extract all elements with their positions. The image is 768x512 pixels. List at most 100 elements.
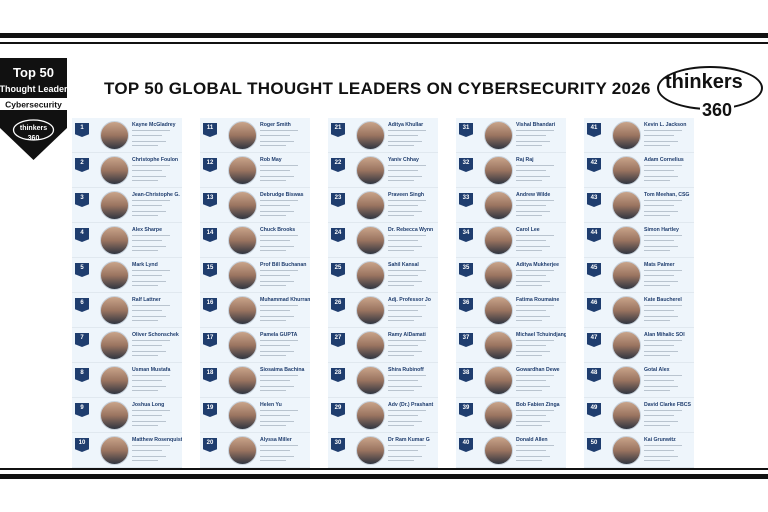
leader-card[interactable]: 28 Shira Rubinoff — [328, 363, 438, 398]
leader-name[interactable]: Kevin L. Jackson — [644, 122, 687, 128]
leader-photo[interactable] — [356, 366, 385, 395]
leader-card[interactable]: 20 Alyssa Miller — [200, 433, 310, 468]
leader-card[interactable]: 25 Sahil Kansal — [328, 258, 438, 293]
leader-card[interactable]: 5 Mark Lynd — [72, 258, 182, 293]
leader-name[interactable]: Andrew Wilde — [516, 192, 551, 198]
leader-name[interactable]: Chuck Brooks — [260, 227, 296, 233]
leader-card[interactable]: 19 Helen Yu — [200, 398, 310, 433]
leader-name[interactable]: Kayne McGladrey — [132, 122, 176, 128]
leader-card[interactable]: 8 Usman Mustafa — [72, 363, 182, 398]
leader-name[interactable]: Christophe Foulon — [132, 157, 179, 163]
leader-photo[interactable] — [228, 366, 257, 395]
leader-name[interactable]: Usman Mustafa — [132, 367, 171, 373]
leader-card[interactable]: 34 Carol Lee — [456, 223, 566, 258]
leader-photo[interactable] — [356, 191, 385, 220]
leader-name[interactable]: Vishal Bhandari — [516, 122, 556, 128]
leader-name[interactable]: Joshua Long — [132, 402, 165, 408]
leader-name[interactable]: Oliver Schonschek — [132, 332, 179, 338]
leader-photo[interactable] — [100, 296, 129, 325]
leader-name[interactable]: Mats Palmer — [644, 262, 675, 268]
leader-photo[interactable] — [356, 226, 385, 255]
leader-photo[interactable] — [356, 401, 385, 430]
leader-name[interactable]: Praveen Singh — [388, 192, 425, 198]
leader-card[interactable]: 36 Fatima Roumaine — [456, 293, 566, 328]
leader-photo[interactable] — [100, 156, 129, 185]
leader-photo[interactable] — [484, 191, 513, 220]
leader-card[interactable]: 10 Matthew Rosenquist — [72, 433, 182, 468]
leader-photo[interactable] — [100, 226, 129, 255]
leader-card[interactable]: 42 Adam Cornelius — [584, 153, 694, 188]
leader-photo[interactable] — [612, 121, 641, 150]
leader-name[interactable]: Aditya Mukherjee — [516, 262, 559, 268]
leader-photo[interactable] — [612, 156, 641, 185]
leader-name[interactable]: Ramy AlDamati — [388, 332, 426, 338]
leader-photo[interactable] — [612, 296, 641, 325]
leader-photo[interactable] — [484, 331, 513, 360]
leader-name[interactable]: Dr Ram Kumar G — [388, 437, 430, 443]
leader-photo[interactable] — [612, 436, 641, 465]
leader-photo[interactable] — [484, 226, 513, 255]
leader-card[interactable]: 2 Christophe Foulon — [72, 153, 182, 188]
leader-photo[interactable] — [356, 121, 385, 150]
leader-card[interactable]: 40 Donald Allen — [456, 433, 566, 468]
leader-name[interactable]: Alyssa Miller — [260, 437, 292, 443]
leader-card[interactable]: 12 Rob May — [200, 153, 310, 188]
leader-card[interactable]: 39 Bob Fabien Zinga — [456, 398, 566, 433]
leader-name[interactable]: Pamela GUPTA — [260, 332, 298, 338]
leader-name[interactable]: Roger Smith — [260, 122, 291, 128]
leader-photo[interactable] — [484, 366, 513, 395]
leader-card[interactable]: 30 Dr Ram Kumar G — [328, 433, 438, 468]
leader-name[interactable]: Simon Hartley — [644, 227, 679, 233]
leader-name[interactable]: Alex Sharpe — [132, 227, 162, 233]
leader-photo[interactable] — [612, 401, 641, 430]
leader-photo[interactable] — [228, 436, 257, 465]
leader-name[interactable]: Mark Lynd — [132, 262, 158, 268]
leader-card[interactable]: 13 Debrudge Biswas — [200, 188, 310, 223]
leader-card[interactable]: 16 Muhammad Khurram — [200, 293, 310, 328]
leader-name[interactable]: Michael Tchuindjang — [516, 332, 566, 338]
leader-card[interactable]: 3 Jean-Christophe G. — [72, 188, 182, 223]
leader-photo[interactable] — [100, 121, 129, 150]
leader-photo[interactable] — [612, 191, 641, 220]
leader-name[interactable]: Matthew Rosenquist — [132, 437, 182, 443]
leader-name[interactable]: Siosaima Bachina — [260, 367, 305, 373]
leader-card[interactable]: 21 Aditya Khullar — [328, 118, 438, 153]
leader-card[interactable]: 15 Prof Bill Buchanan — [200, 258, 310, 293]
leader-photo[interactable] — [228, 296, 257, 325]
leader-photo[interactable] — [100, 401, 129, 430]
leader-photo[interactable] — [356, 296, 385, 325]
leader-card[interactable]: 50 Kai Grunwitz — [584, 433, 694, 468]
leader-name[interactable]: Fatima Roumaine — [516, 297, 560, 303]
leader-card[interactable]: 22 Yaniv Chhay — [328, 153, 438, 188]
leader-name[interactable]: Adam Cornelius — [644, 157, 684, 163]
leader-name[interactable]: Ralf Lattner — [132, 297, 161, 303]
leader-name[interactable]: Adj. Professor Jo — [388, 297, 431, 303]
leader-photo[interactable] — [100, 191, 129, 220]
leader-name[interactable]: Kate Baucherel — [644, 297, 682, 303]
leader-photo[interactable] — [356, 156, 385, 185]
leader-name[interactable]: Helen Yu — [260, 402, 282, 408]
leader-card[interactable]: 44 Simon Hartley — [584, 223, 694, 258]
leader-name[interactable]: Tom Meehan, CSG — [644, 192, 690, 198]
leader-photo[interactable] — [228, 226, 257, 255]
leader-photo[interactable] — [356, 436, 385, 465]
leader-card[interactable]: 6 Ralf Lattner — [72, 293, 182, 328]
leader-photo[interactable] — [484, 436, 513, 465]
leader-photo[interactable] — [228, 401, 257, 430]
leader-photo[interactable] — [228, 156, 257, 185]
leader-name[interactable]: Carol Lee — [516, 227, 540, 233]
leader-name[interactable]: Debrudge Biswas — [260, 192, 304, 198]
leader-card[interactable]: 1 Kayne McGladrey — [72, 118, 182, 153]
leader-name[interactable]: Rob May — [260, 157, 282, 163]
leader-card[interactable]: 31 Vishal Bhandari — [456, 118, 566, 153]
leader-card[interactable]: 45 Mats Palmer — [584, 258, 694, 293]
leader-photo[interactable] — [484, 401, 513, 430]
leader-photo[interactable] — [100, 261, 129, 290]
leader-name[interactable]: Gowardhan Dewe — [516, 367, 560, 373]
leader-photo[interactable] — [484, 156, 513, 185]
leader-photo[interactable] — [356, 331, 385, 360]
leader-card[interactable]: 33 Andrew Wilde — [456, 188, 566, 223]
leader-photo[interactable] — [484, 261, 513, 290]
leader-name[interactable]: Jean-Christophe G. — [132, 192, 180, 198]
leader-name[interactable]: Yaniv Chhay — [388, 157, 419, 163]
